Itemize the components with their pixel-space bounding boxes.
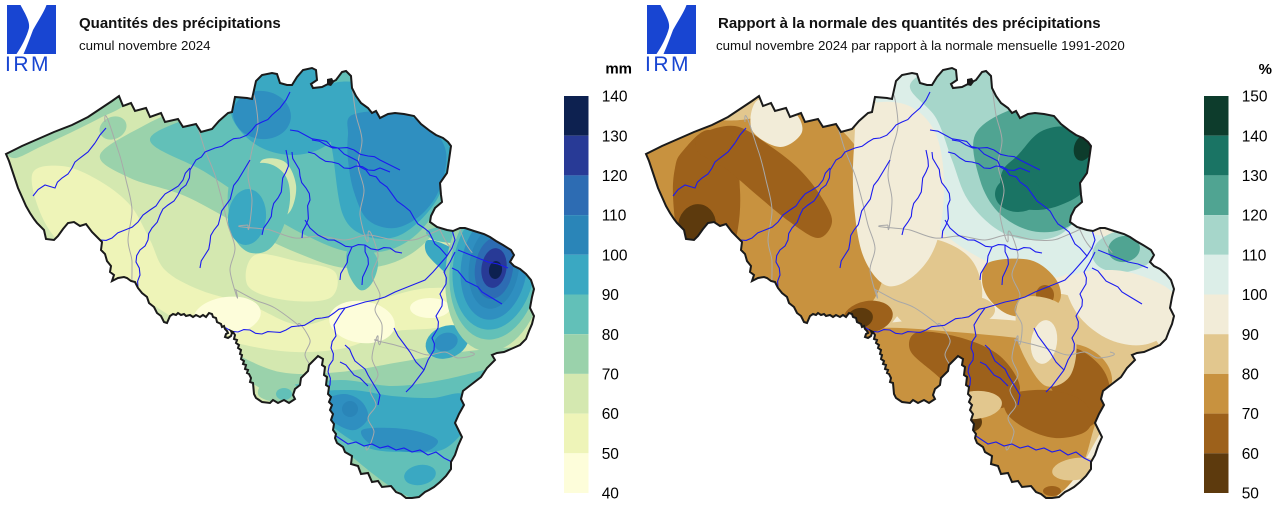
svg-text:100: 100 <box>1242 287 1268 304</box>
svg-text:50: 50 <box>1242 486 1260 503</box>
svg-text:130: 130 <box>1242 168 1268 185</box>
svg-text:%: % <box>1259 61 1272 78</box>
svg-text:100: 100 <box>602 247 628 264</box>
svg-text:50: 50 <box>602 446 620 463</box>
svg-text:IRM: IRM <box>5 53 51 76</box>
svg-text:140: 140 <box>602 89 628 106</box>
svg-text:80: 80 <box>1242 367 1260 384</box>
svg-text:40: 40 <box>602 486 620 503</box>
svg-text:130: 130 <box>602 128 628 145</box>
svg-text:mm: mm <box>605 61 632 78</box>
svg-text:70: 70 <box>1242 406 1260 423</box>
svg-text:90: 90 <box>1242 327 1260 344</box>
svg-text:120: 120 <box>602 168 628 185</box>
svg-text:150: 150 <box>1242 89 1268 106</box>
svg-text:110: 110 <box>1242 247 1267 264</box>
svg-text:90: 90 <box>602 287 620 304</box>
svg-text:80: 80 <box>602 327 620 344</box>
svg-text:60: 60 <box>1242 446 1260 463</box>
svg-text:110: 110 <box>602 208 627 225</box>
svg-text:140: 140 <box>1242 128 1268 145</box>
svg-text:120: 120 <box>1242 208 1268 225</box>
svg-text:70: 70 <box>602 367 620 384</box>
svg-text:60: 60 <box>602 406 620 423</box>
svg-text:IRM: IRM <box>645 53 691 76</box>
